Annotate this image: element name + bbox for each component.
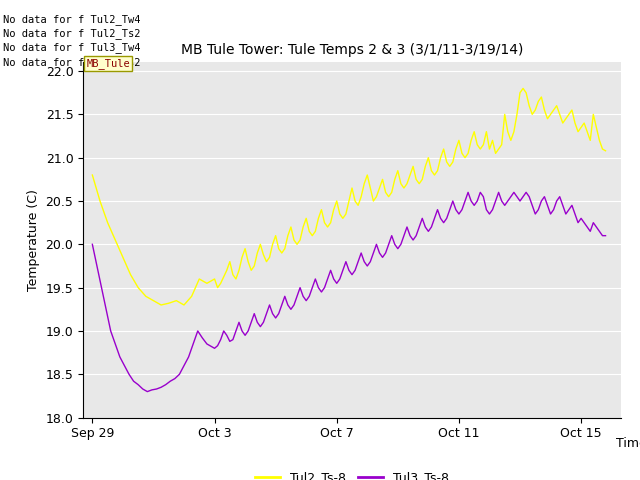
- Legend: Tul2_Ts-8, Tul3_Ts-8: Tul2_Ts-8, Tul3_Ts-8: [250, 467, 454, 480]
- Tul3_Ts-8: [412, 233, 420, 239]
- Tul2_Ts-8: [602, 148, 609, 154]
- Tul2_Ts-8: [302, 216, 310, 221]
- Tul3_Ts-8: [250, 311, 258, 316]
- Tul2_Ts-8: [88, 172, 96, 178]
- Tul3_Ts-8: [143, 389, 151, 395]
- Tul2_Ts-8: [519, 85, 527, 91]
- Text: No data for f Tul2_Ts2: No data for f Tul2_Ts2: [3, 28, 141, 39]
- Y-axis label: Temperature (C): Temperature (C): [27, 189, 40, 291]
- Tul3_Ts-8: [464, 190, 472, 195]
- Tul3_Ts-8: [602, 233, 609, 239]
- Text: No data for f Tul2_Tw4: No data for f Tul2_Tw4: [3, 13, 141, 24]
- Title: MB Tule Tower: Tule Temps 2 & 3 (3/1/11-3/19/14): MB Tule Tower: Tule Temps 2 & 3 (3/1/11-…: [181, 43, 523, 57]
- Tul2_Ts-8: [479, 142, 487, 147]
- Tul2_Ts-8: [157, 302, 165, 308]
- Tul2_Ts-8: [173, 298, 180, 303]
- Tul3_Ts-8: [516, 198, 524, 204]
- Tul2_Ts-8: [522, 90, 530, 96]
- Tul3_Ts-8: [308, 285, 316, 290]
- X-axis label: Time: Time: [616, 437, 640, 450]
- Line: Tul2_Ts-8: Tul2_Ts-8: [92, 88, 605, 305]
- Tul2_Ts-8: [529, 111, 536, 117]
- Line: Tul3_Ts-8: Tul3_Ts-8: [92, 192, 605, 392]
- Tul3_Ts-8: [458, 207, 466, 213]
- Tul3_Ts-8: [88, 241, 96, 247]
- Text: No data for f Tul3_Tw4: No data for f Tul3_Tw4: [3, 42, 141, 53]
- Tul3_Ts-8: [327, 267, 335, 273]
- Tul2_Ts-8: [232, 276, 240, 282]
- Text: No data for f Tul3_Ts2: No data for f Tul3_Ts2: [3, 57, 141, 68]
- Text: MB_Tule: MB_Tule: [86, 58, 130, 69]
